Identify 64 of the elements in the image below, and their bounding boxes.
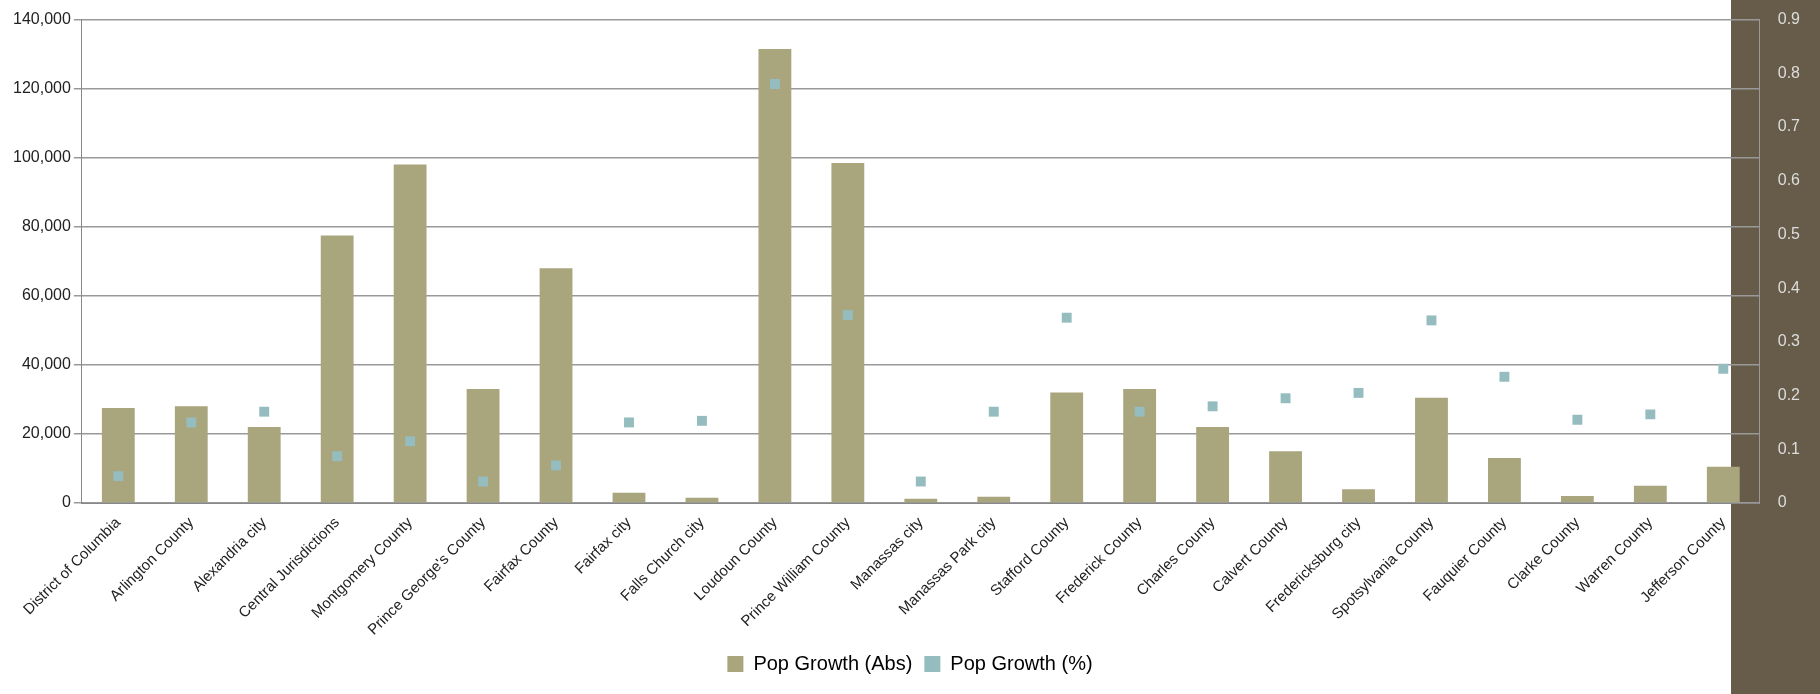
point (186, 417, 197, 428)
bar (247, 427, 281, 503)
point (1061, 312, 1072, 323)
point (1207, 401, 1218, 412)
point (696, 415, 707, 426)
y-tick-label: 100,000 (12, 148, 71, 166)
point (478, 476, 489, 487)
y2-tick-label: 0.9 (1777, 10, 1801, 28)
bar (1560, 496, 1594, 503)
bar (1342, 489, 1375, 503)
legend-label: Pop Growth (Abs) (753, 651, 913, 674)
y-tick-label: 120,000 (12, 79, 71, 97)
point (113, 471, 124, 482)
point (988, 406, 999, 417)
point (769, 79, 780, 89)
point (1280, 393, 1291, 404)
y-tick-label: 60,000 (21, 286, 71, 304)
bar (466, 389, 500, 503)
y2-tick-label: 0.2 (1777, 385, 1801, 403)
y2-tick-label: 0.7 (1777, 117, 1801, 135)
point (551, 460, 561, 471)
point (1426, 315, 1437, 326)
y2-tick-label: 0.8 (1777, 63, 1801, 81)
point (1645, 409, 1656, 420)
bar (393, 164, 427, 503)
point (624, 417, 634, 428)
y-tick-label: 20,000 (21, 424, 71, 442)
legend-label: Pop Growth (%) (950, 651, 1093, 674)
point (1718, 363, 1729, 374)
bar (831, 162, 865, 503)
y2-tick-label: 0 (1777, 493, 1787, 511)
point (1499, 371, 1510, 382)
y-tick-label: 140,000 (12, 10, 71, 28)
y2-tick-label: 0.4 (1777, 278, 1801, 296)
y-tick-label: 40,000 (21, 355, 71, 373)
point (405, 436, 416, 447)
y2-tick-label: 0.3 (1777, 332, 1801, 350)
bar (1269, 451, 1302, 503)
bar (1488, 458, 1521, 503)
bar (612, 492, 646, 503)
bar (977, 496, 1011, 503)
bar (1196, 427, 1230, 503)
y-tick-label: 80,000 (21, 217, 71, 235)
y2-tick-label: 0.5 (1777, 224, 1801, 242)
bar (1706, 466, 1740, 503)
bar (1415, 397, 1448, 503)
point (1572, 414, 1583, 425)
y2-tick-label: 0.1 (1777, 439, 1801, 457)
bar (320, 235, 354, 503)
point (915, 476, 926, 487)
bar (101, 408, 135, 503)
bar (1633, 485, 1667, 503)
bar (1123, 389, 1157, 503)
point (332, 451, 343, 462)
bar (539, 268, 573, 503)
point (842, 310, 853, 320)
y2-tick-label: 0.6 (1777, 171, 1801, 189)
point (259, 406, 270, 417)
bar (174, 406, 208, 503)
point (1134, 406, 1145, 417)
bar (1050, 392, 1084, 503)
bar (758, 48, 792, 503)
point (1353, 387, 1364, 398)
y-tick-label: 0 (61, 493, 71, 511)
